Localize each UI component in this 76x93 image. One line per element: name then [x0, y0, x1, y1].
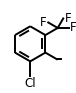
Text: F: F: [70, 21, 76, 34]
Text: F: F: [40, 16, 47, 29]
Text: F: F: [65, 12, 72, 25]
Text: Cl: Cl: [24, 77, 36, 90]
